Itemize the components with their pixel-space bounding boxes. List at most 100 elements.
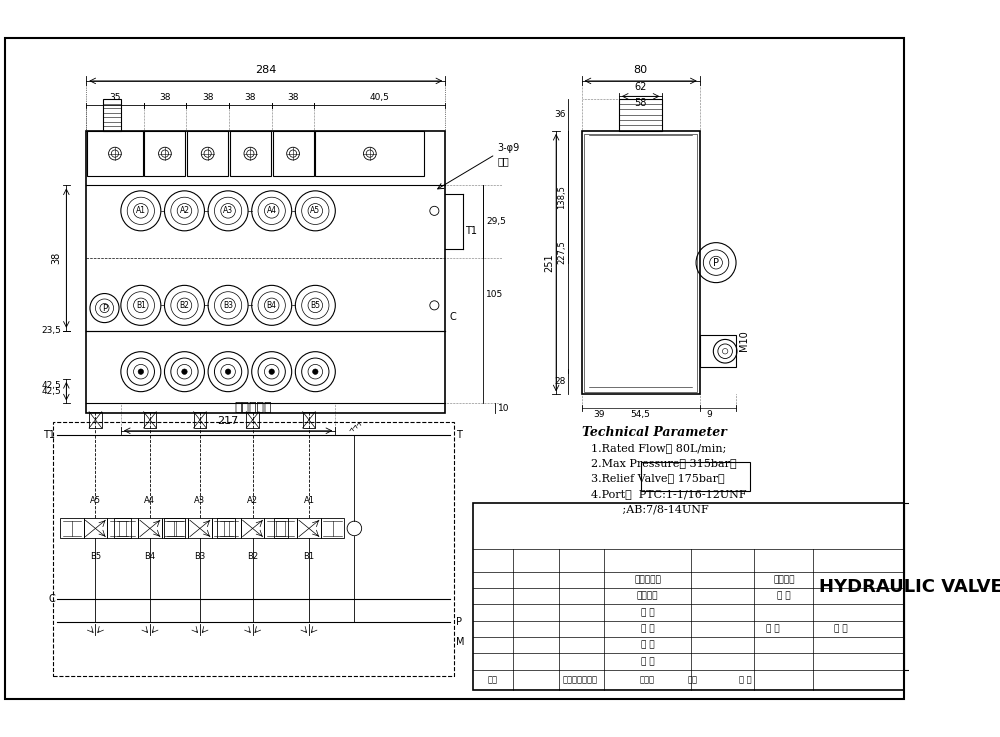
Text: 审 核: 审 核 bbox=[739, 675, 751, 684]
Bar bbox=[230, 131, 271, 176]
Bar bbox=[246, 412, 259, 428]
Text: 1.Rated Flow： 80L/min;: 1.Rated Flow： 80L/min; bbox=[591, 442, 726, 453]
Bar bbox=[584, 133, 697, 391]
Bar bbox=[321, 518, 344, 539]
Text: B1: B1 bbox=[303, 552, 315, 561]
Text: M: M bbox=[456, 637, 465, 646]
Text: A4: A4 bbox=[144, 496, 155, 505]
Text: 描 图: 描 图 bbox=[641, 624, 654, 633]
Bar bbox=[212, 518, 235, 539]
Circle shape bbox=[313, 369, 318, 374]
Text: C: C bbox=[450, 312, 457, 322]
Text: 39: 39 bbox=[593, 410, 605, 419]
Bar bbox=[315, 131, 424, 176]
Bar bbox=[700, 335, 736, 367]
Text: 28: 28 bbox=[555, 377, 566, 386]
Circle shape bbox=[182, 369, 187, 374]
Text: 共 张: 共 张 bbox=[766, 624, 779, 633]
Text: A2: A2 bbox=[247, 496, 258, 505]
Bar bbox=[114, 518, 138, 539]
Text: 42,5: 42,5 bbox=[42, 381, 62, 390]
Bar bbox=[273, 131, 314, 176]
Text: 更改人: 更改人 bbox=[639, 675, 654, 684]
Text: A5: A5 bbox=[90, 496, 101, 505]
Text: Technical Parameter: Technical Parameter bbox=[582, 426, 727, 439]
Text: 制 图: 制 图 bbox=[641, 640, 654, 650]
Bar bbox=[89, 412, 102, 428]
Text: M10: M10 bbox=[739, 330, 749, 351]
Text: B5: B5 bbox=[90, 552, 101, 561]
Text: 第 张: 第 张 bbox=[834, 624, 847, 633]
Bar bbox=[103, 99, 121, 131]
Text: 42,5: 42,5 bbox=[41, 387, 61, 396]
Text: 更改内容或依据: 更改内容或依据 bbox=[562, 675, 597, 684]
Text: 9: 9 bbox=[706, 410, 712, 419]
Bar bbox=[188, 518, 212, 539]
Bar bbox=[162, 518, 185, 539]
Text: A3: A3 bbox=[223, 206, 233, 215]
Text: 标记: 标记 bbox=[488, 675, 498, 684]
Bar bbox=[53, 422, 454, 676]
Text: 58: 58 bbox=[634, 98, 647, 108]
Text: 284: 284 bbox=[255, 66, 276, 75]
Bar bbox=[144, 412, 156, 428]
Text: 3-φ9: 3-φ9 bbox=[497, 143, 519, 153]
Text: T1: T1 bbox=[465, 226, 477, 236]
Bar bbox=[274, 518, 297, 539]
Text: 54,5: 54,5 bbox=[631, 410, 651, 419]
Bar bbox=[303, 412, 315, 428]
Bar bbox=[87, 131, 143, 176]
Text: 液压原理图: 液压原理图 bbox=[235, 402, 272, 414]
Text: B3: B3 bbox=[194, 552, 206, 561]
Circle shape bbox=[138, 369, 144, 374]
Text: 29,5: 29,5 bbox=[486, 217, 506, 226]
Text: A1: A1 bbox=[136, 206, 146, 215]
Text: P: P bbox=[713, 258, 719, 268]
Text: 3.Relief Valve： 175bar；: 3.Relief Valve： 175bar； bbox=[591, 473, 724, 483]
Text: 工艺检查: 工艺检查 bbox=[637, 592, 658, 601]
Bar bbox=[138, 518, 162, 539]
Bar bbox=[187, 131, 228, 176]
Text: 62: 62 bbox=[634, 82, 647, 92]
Bar bbox=[144, 131, 185, 176]
Text: C: C bbox=[49, 594, 55, 604]
Text: 251: 251 bbox=[544, 254, 554, 272]
Bar bbox=[86, 131, 445, 413]
Text: 38: 38 bbox=[159, 93, 171, 102]
Text: 35: 35 bbox=[109, 93, 121, 102]
Bar bbox=[641, 461, 750, 491]
Text: B2: B2 bbox=[180, 301, 189, 310]
Circle shape bbox=[225, 369, 231, 374]
Text: 217: 217 bbox=[217, 416, 239, 426]
Circle shape bbox=[269, 369, 274, 374]
Text: 38: 38 bbox=[287, 93, 299, 102]
Text: 重 量: 重 量 bbox=[777, 592, 791, 601]
Text: T1: T1 bbox=[43, 430, 55, 440]
Text: 138,5: 138,5 bbox=[557, 185, 566, 209]
Text: B2: B2 bbox=[247, 552, 258, 561]
Text: 校 对: 校 对 bbox=[641, 608, 654, 617]
Text: 图样标记: 图样标记 bbox=[773, 576, 795, 584]
Text: A3: A3 bbox=[194, 496, 205, 505]
Bar bbox=[241, 518, 264, 539]
Text: P: P bbox=[456, 617, 462, 626]
Bar bbox=[60, 518, 84, 539]
Bar bbox=[297, 518, 321, 539]
Bar bbox=[194, 412, 206, 428]
Text: 通孔: 通孔 bbox=[497, 156, 509, 167]
Text: ;AB:7/8-14UNF: ;AB:7/8-14UNF bbox=[591, 504, 708, 514]
Bar bbox=[264, 518, 288, 539]
Text: 38: 38 bbox=[202, 93, 213, 102]
Text: 38: 38 bbox=[245, 93, 256, 102]
Text: 日期: 日期 bbox=[687, 675, 697, 684]
Bar bbox=[217, 518, 241, 539]
Text: HYDRAULIC VALVE: HYDRAULIC VALVE bbox=[819, 578, 1000, 595]
Bar bbox=[904, 503, 918, 670]
Text: 105: 105 bbox=[486, 290, 503, 299]
Text: 80: 80 bbox=[634, 66, 648, 75]
Text: A5: A5 bbox=[310, 206, 320, 215]
Text: 38: 38 bbox=[51, 252, 61, 265]
Text: 23,5: 23,5 bbox=[41, 326, 61, 335]
Text: 设 计: 设 计 bbox=[641, 657, 654, 666]
Text: B3: B3 bbox=[223, 301, 233, 310]
